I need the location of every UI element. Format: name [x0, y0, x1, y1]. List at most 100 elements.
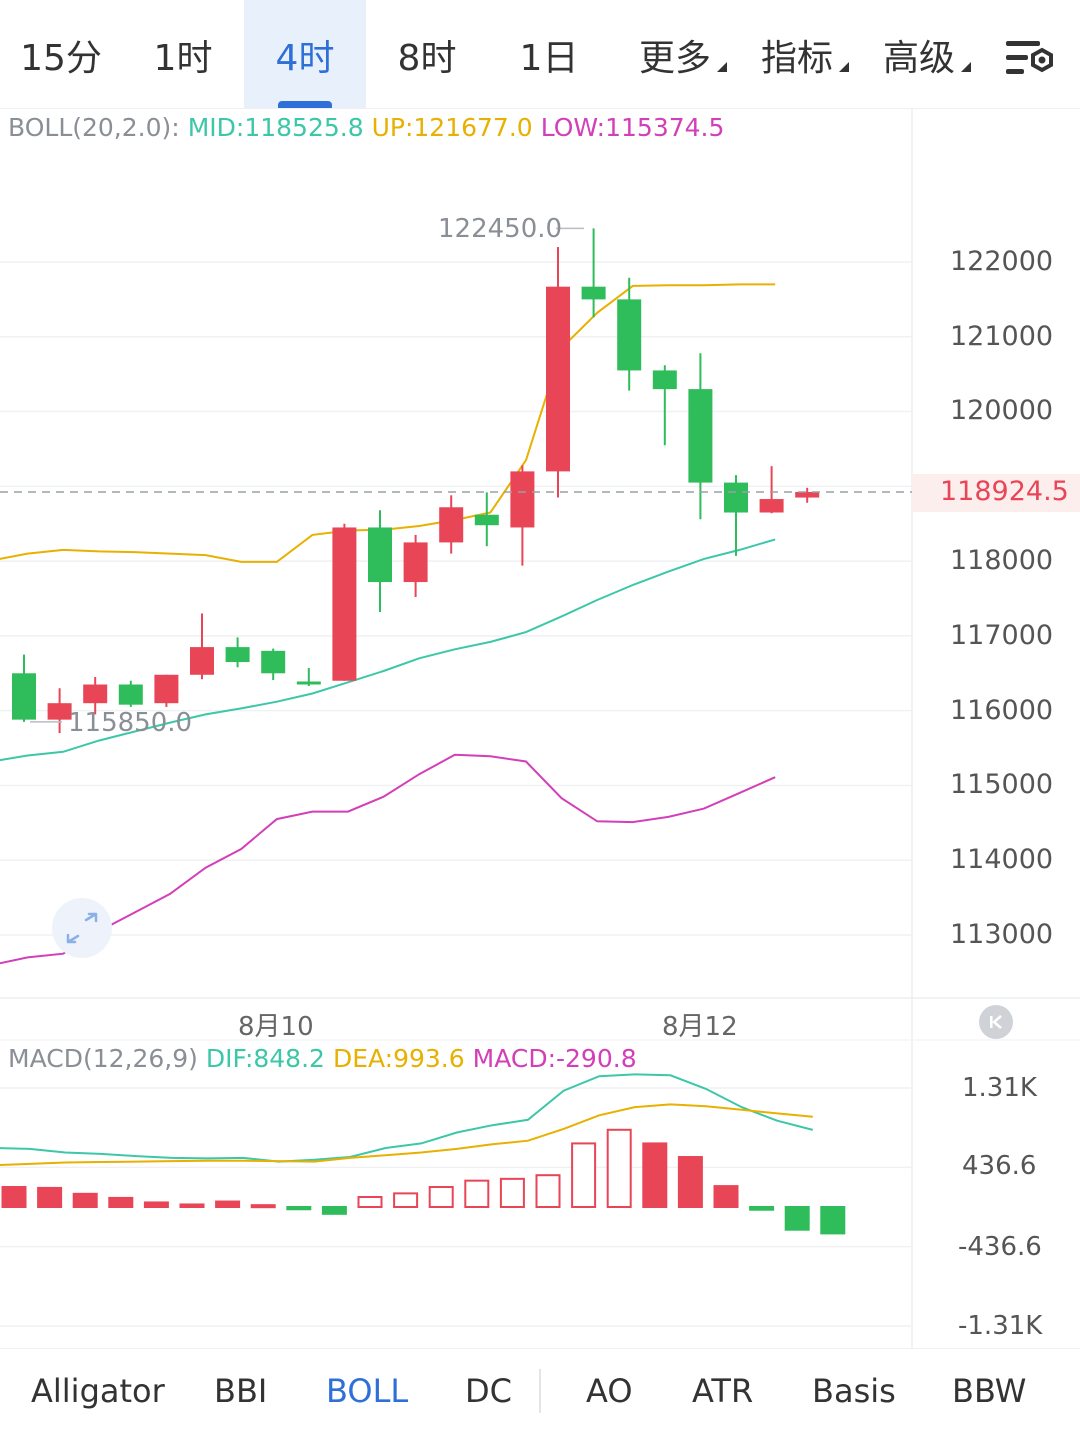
- macd-histogram-bar: [499, 1177, 525, 1209]
- indicator-tab-divider: [539, 1369, 541, 1413]
- candle-body: [581, 286, 606, 300]
- macd-legend-name: MACD(12,26,9): [8, 1044, 198, 1073]
- macd-histogram-bar: [428, 1186, 454, 1208]
- macd-histogram-bar: [606, 1128, 632, 1208]
- price-axis-label: 120000: [950, 395, 1054, 426]
- indicator-tab-dc[interactable]: DC: [465, 1372, 512, 1410]
- macd-histogram-bar: [749, 1206, 775, 1211]
- chart-settings-icon[interactable]: [1004, 38, 1056, 80]
- macd-histogram-bar: [215, 1200, 241, 1208]
- macd-histogram-bar: [784, 1206, 810, 1231]
- macd-histogram-bar: [464, 1179, 490, 1209]
- candle-body: [368, 527, 392, 583]
- candle-body: [439, 507, 464, 543]
- price-axis-label: 122000: [950, 246, 1054, 277]
- expand-chart-icon[interactable]: [52, 898, 112, 958]
- candle-body: [688, 389, 713, 483]
- chart-grid: [0, 108, 1080, 1348]
- macd-axis-label: 1.31K: [962, 1073, 1037, 1103]
- scroll-to-start-icon[interactable]: [979, 1005, 1013, 1039]
- macd-histogram-bar: [393, 1192, 419, 1208]
- indicator-tab-alligator[interactable]: Alligator: [31, 1372, 165, 1410]
- macd-histogram-bar: [571, 1142, 597, 1209]
- boll-upper-line: [0, 283, 776, 563]
- candle-body: [261, 650, 286, 674]
- candle-body: [47, 703, 72, 720]
- candle-body: [225, 647, 250, 663]
- indicator-tab-boll[interactable]: BOLL: [326, 1372, 409, 1410]
- price-axis-label: 121000: [950, 321, 1054, 352]
- macd-axis-label: -436.6: [958, 1232, 1042, 1262]
- macd-histogram-bar: [820, 1206, 846, 1235]
- candle-body: [474, 514, 499, 526]
- macd-histogram-bar: [286, 1206, 312, 1211]
- macd-legend-dif: DIF:848.2: [205, 1044, 325, 1073]
- candle-body: [546, 286, 570, 472]
- candle-body: [510, 471, 535, 528]
- macd-histogram-bar: [108, 1196, 134, 1208]
- tab-4h[interactable]: 4时: [244, 0, 366, 108]
- candle-body: [617, 299, 642, 371]
- low-price-marker: 115850.0: [68, 708, 193, 738]
- price-axis-label: 115000: [950, 769, 1054, 800]
- candle-body: [154, 674, 179, 704]
- indicator-tab-bbw[interactable]: BBW: [952, 1372, 1027, 1410]
- candle-body: [403, 542, 428, 583]
- tab-advanced-dropdown[interactable]: 高级: [866, 0, 988, 108]
- current-price-tag-bg: [912, 474, 1080, 512]
- candle-body: [12, 673, 36, 720]
- boll-legend: BOLL(20,2.0): MID:118525.8 UP:121677.0 LOW:…: [8, 113, 724, 142]
- macd-legend-macd: MACD:-290.8: [472, 1044, 637, 1073]
- indicator-tab-bar: Alligator BBI BOLL DC AO ATR Basis BBW: [0, 1348, 1080, 1435]
- price-axis-label: 117000: [950, 620, 1054, 651]
- macd-legend-dea: DEA:993.6: [332, 1044, 465, 1073]
- price-axis-label: 113000: [950, 919, 1054, 950]
- candle-body: [83, 684, 108, 704]
- dropdown-arrow-icon: [717, 62, 727, 72]
- active-tab-indicator: [278, 101, 332, 108]
- boll-lower-line: [0, 753, 776, 965]
- candle-body: [759, 499, 784, 513]
- boll-legend-name: BOLL(20,2.0):: [8, 113, 180, 142]
- dropdown-arrow-icon: [839, 62, 849, 72]
- indicator-tab-ao[interactable]: AO: [586, 1372, 633, 1410]
- timeframe-toolbar: 15分 1时 4时 8时 1日 更多 指标 高级: [0, 0, 1080, 109]
- macd-histogram-bar: [357, 1196, 383, 1209]
- high-price-marker: 122450.0: [438, 214, 563, 244]
- current-price-tag: 118924.5: [940, 476, 1069, 507]
- candle-body: [332, 527, 357, 681]
- tab-15min[interactable]: 15分: [20, 38, 102, 79]
- macd-histogram-bar: [713, 1185, 739, 1208]
- candle-body: [118, 684, 143, 705]
- indicator-tab-basis[interactable]: Basis: [812, 1372, 896, 1410]
- boll-mid-line: [0, 538, 776, 762]
- indicator-tab-atr[interactable]: ATR: [692, 1372, 754, 1410]
- candles: [12, 227, 820, 734]
- candle-body: [724, 482, 748, 513]
- price-axis-label: 114000: [950, 844, 1054, 875]
- macd-panel: [0, 1073, 912, 1327]
- boll-legend-low: LOW:115374.5: [540, 113, 725, 142]
- date-axis-label: 8月12: [662, 1012, 738, 1042]
- candle-body: [190, 647, 214, 675]
- macd-histogram-bar: [677, 1156, 703, 1209]
- tab-1h[interactable]: 1时: [153, 38, 213, 79]
- macd-histogram-bar: [37, 1186, 63, 1209]
- macd-histogram-bar: [72, 1192, 98, 1209]
- macd-dea-line: [0, 1103, 813, 1166]
- tab-more-dropdown[interactable]: 更多: [622, 0, 744, 108]
- tab-1d[interactable]: 1日: [519, 38, 579, 79]
- macd-axis-label: 436.6: [962, 1151, 1037, 1181]
- candle-body: [795, 491, 820, 498]
- macd-dif-line: [0, 1073, 814, 1163]
- macd-histogram-bar: [179, 1203, 205, 1209]
- indicator-tab-bbi[interactable]: BBI: [214, 1372, 268, 1410]
- tab-8h[interactable]: 8时: [397, 38, 457, 79]
- price-axis-label: 118000: [950, 545, 1054, 576]
- macd-histogram-bar: [642, 1142, 668, 1209]
- tab-indicators-dropdown[interactable]: 指标: [744, 0, 866, 108]
- boll-legend-mid: MID:118525.8: [187, 113, 364, 142]
- macd-histogram-bar: [1, 1186, 27, 1208]
- price-axis-label: 116000: [950, 695, 1054, 726]
- kline-chart[interactable]: [0, 108, 1080, 1348]
